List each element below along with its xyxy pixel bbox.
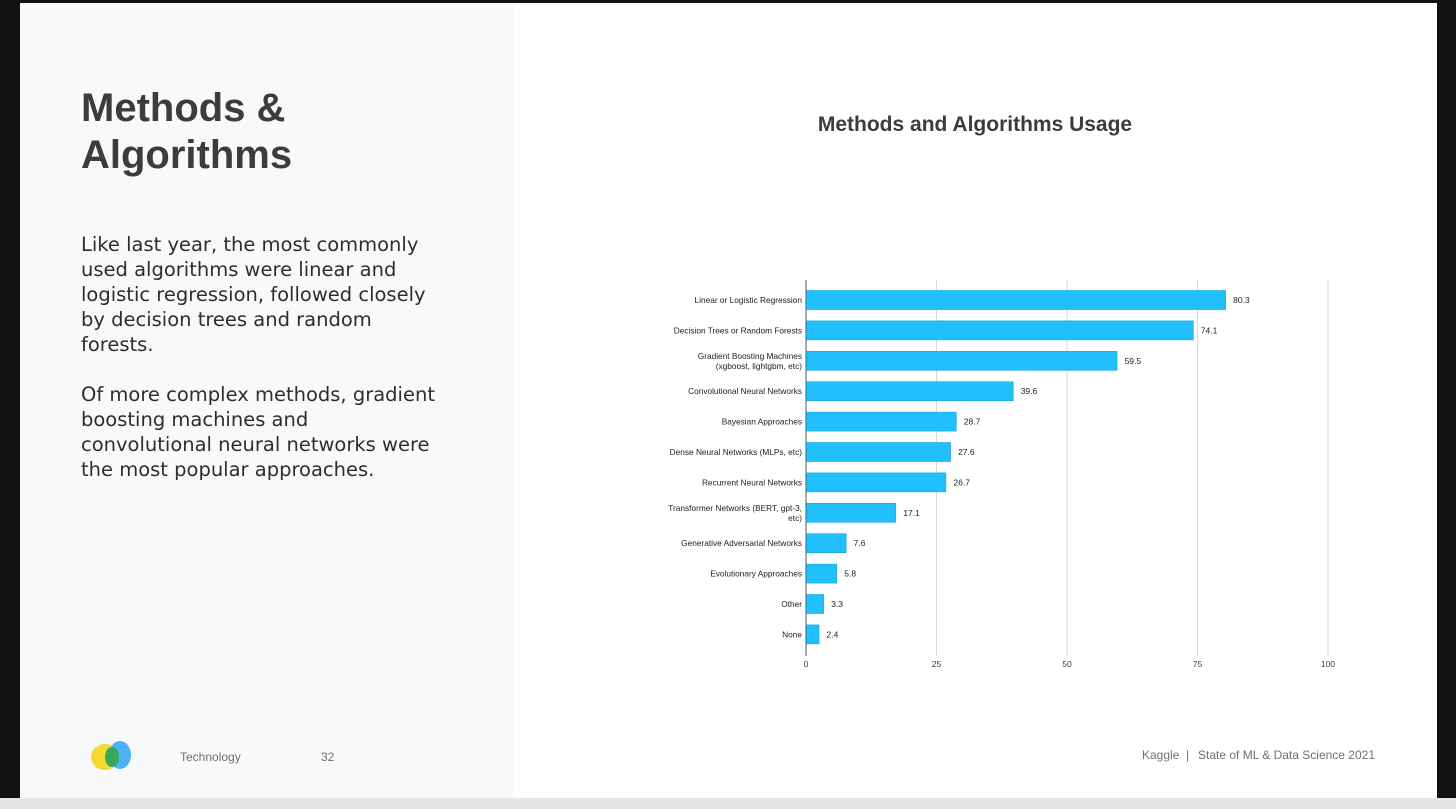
bar — [806, 320, 1194, 341]
body-paragraph-1: Like last year, the most commonly used a… — [81, 233, 426, 356]
data-label: 59.5 — [1125, 356, 1142, 366]
footer-section-label: Technology — [180, 750, 241, 764]
category-label: Decision Trees or Random Forests — [674, 325, 802, 335]
category-label: Transformer Networks (BERT, gpt-3, — [668, 503, 802, 513]
data-label: 80.3 — [1233, 295, 1250, 305]
footer-report-title: State of ML & Data Science 2021 — [1198, 748, 1375, 762]
footer-separator: | — [1186, 748, 1190, 762]
data-label: 7.6 — [854, 538, 866, 548]
data-label: 26.7 — [953, 477, 970, 487]
bar — [806, 442, 951, 462]
bar — [806, 472, 947, 493]
bar — [806, 350, 1118, 371]
bar — [806, 563, 838, 584]
category-label: Recurrent Neural Networks — [702, 477, 802, 487]
category-label: (xgboost, lightgbm, etc) — [716, 361, 802, 371]
data-label: 3.3 — [831, 599, 843, 609]
category-label: Linear or Logistic Regression — [695, 295, 803, 305]
category-label: None — [782, 629, 802, 639]
data-label: 27.6 — [958, 447, 975, 457]
x-tick-label: 75 — [1193, 659, 1203, 669]
category-label: Convolutional Neural Networks — [688, 386, 802, 396]
page-title-line-2: Algorithms — [81, 133, 293, 177]
bottom-strip — [0, 798, 1456, 809]
category-label: Bayesian Approaches — [722, 417, 802, 427]
bar — [806, 502, 897, 523]
x-tick-label: 25 — [932, 659, 942, 669]
bar — [806, 290, 1226, 310]
bar — [806, 411, 957, 432]
footer-page-number: 32 — [321, 750, 335, 764]
left-panel: Methods & Algorithms Like last year, the… — [20, 3, 515, 798]
bar-chart: 0 25 50 75 100 80.3 Linear or Logistic Regress… — [668, 280, 1335, 669]
body-paragraph-2: Of more complex methods, gradient boosti… — [81, 383, 435, 481]
data-label: 74.1 — [1201, 325, 1218, 335]
category-label: Gradient Boosting Machines — [698, 351, 802, 361]
x-tick-label: 100 — [1321, 659, 1335, 669]
footer-brand: Kaggle — [1142, 748, 1180, 762]
category-label: Other — [781, 599, 802, 609]
page-title-line-1: Methods & — [81, 86, 286, 130]
category-label: Evolutionary Approaches — [710, 569, 802, 579]
x-tick-label: 0 — [804, 659, 809, 669]
bar — [806, 624, 820, 645]
bar — [806, 533, 847, 554]
category-label: Generative Adversarial Networks — [681, 538, 802, 548]
bar — [806, 594, 825, 614]
slide: Methods & Algorithms Like last year, the… — [20, 3, 1437, 798]
page-title: Methods & Algorithms — [81, 85, 381, 179]
chart-title: Methods and Algorithms Usage — [817, 113, 1133, 136]
data-label: 39.6 — [1021, 386, 1038, 396]
data-label: 17.1 — [903, 508, 920, 518]
kaggle-logo-icon — [91, 741, 131, 770]
category-label: etc) — [788, 513, 802, 523]
data-label: 28.7 — [964, 417, 981, 427]
bar — [806, 381, 1014, 402]
data-label: 2.4 — [827, 629, 839, 639]
x-tick-label: 50 — [1062, 659, 1072, 669]
data-label: 5.8 — [844, 569, 856, 579]
category-label: Dense Neural Networks (MLPs, etc) — [670, 447, 803, 457]
logo-green-shape — [105, 747, 119, 767]
